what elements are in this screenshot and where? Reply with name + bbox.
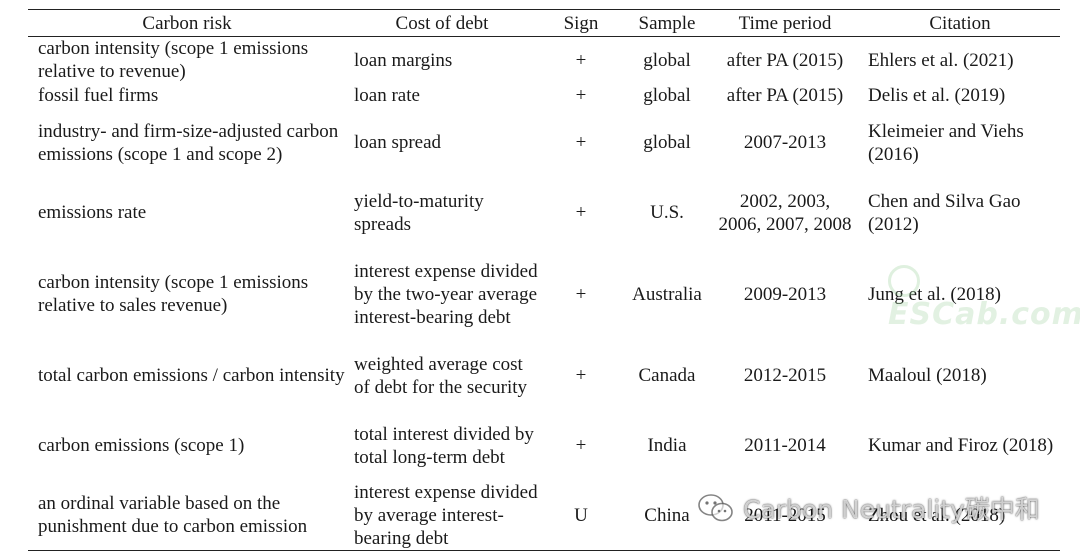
cell-sign: + <box>575 365 587 386</box>
cell-carbon-risk: industry- and firm-size-adjusted carbon … <box>38 120 339 165</box>
cell-time-period: 2011-2015 <box>744 504 826 526</box>
cell-citation: Kleimeier and Viehs (2016) <box>868 120 1024 165</box>
cell-sign: + <box>575 202 587 223</box>
cell-carbon-risk: carbon intensity (scope 1 emissions rela… <box>38 272 309 316</box>
cell-cost-of-debt: loan rate <box>354 85 420 106</box>
cell-sample: global <box>643 132 691 153</box>
literature-table: Carbon risk Cost of debt Sign Sample Tim… <box>28 9 1060 551</box>
cell-cost-of-debt: interest expense divided by the two-year… <box>354 260 538 328</box>
cell-time-period: 2012-2015 <box>743 365 827 386</box>
cell-carbon-risk: total carbon emissions / carbon intensit… <box>38 365 345 386</box>
cell-carbon-risk: carbon intensity (scope 1 emissions rela… <box>38 38 309 83</box>
cell-cost-of-debt: yield-to-maturity spreads <box>354 190 484 235</box>
cell-sample: China <box>644 504 690 526</box>
table-row: an ordinal variable based on the punishm… <box>28 481 1060 551</box>
header-cost-of-debt: Cost of debt <box>395 12 489 34</box>
cell-sign: + <box>575 49 587 71</box>
cell-sign: U <box>574 504 588 526</box>
cell-cost-of-debt: weighted average cost of debt for the se… <box>354 353 528 398</box>
header-carbon-risk: Carbon risk <box>142 12 232 34</box>
header-time-period: Time period <box>738 12 832 34</box>
cell-carbon-risk: emissions rate <box>38 202 147 223</box>
cell-citation: Delis et al. (2019) <box>868 85 1006 106</box>
table-row: fossil fuel firms loan rate + global aft… <box>28 84 1060 108</box>
cell-sample: global <box>643 49 691 71</box>
header-citation: Citation <box>929 12 991 34</box>
cell-cost-of-debt: loan margins <box>354 49 453 71</box>
cell-sample: Canada <box>638 365 696 386</box>
cell-sample: India <box>647 435 687 456</box>
cell-time-period: 2002, 2003, 2006, 2007, 2008 <box>718 190 852 235</box>
cell-time-period: 2009-2013 <box>743 283 827 305</box>
table-body: carbon intensity (scope 1 emissions rela… <box>28 37 1060 551</box>
cell-sample: U.S. <box>650 202 684 223</box>
cell-carbon-risk: carbon emissions (scope 1) <box>38 435 245 456</box>
cell-sign: + <box>575 132 587 153</box>
cell-citation: Kumar and Firoz (2018) <box>868 435 1054 456</box>
cell-carbon-risk: an ordinal variable based on the punishm… <box>38 493 308 538</box>
cell-time-period: 2007-2013 <box>743 132 827 153</box>
table-row: carbon intensity (scope 1 emissions rela… <box>28 37 1060 84</box>
cell-time-period: 2011-2014 <box>744 435 826 456</box>
cell-time-period: after PA (2015) <box>726 49 844 71</box>
cell-citation: Maaloul (2018) <box>868 365 987 386</box>
table-row: emissions rate yield-to-maturity spreads… <box>28 178 1060 248</box>
cell-citation: Zhou et al. (2018) <box>868 504 1006 526</box>
cell-cost-of-debt: loan spread <box>354 132 442 153</box>
header-row: Carbon risk Cost of debt Sign Sample Tim… <box>28 9 1060 37</box>
table-row: carbon intensity (scope 1 emissions rela… <box>28 248 1060 341</box>
table-row: carbon emissions (scope 1) total interes… <box>28 411 1060 481</box>
cell-sign: + <box>575 283 587 305</box>
cell-sign: + <box>575 435 587 456</box>
cell-sample: global <box>643 85 691 106</box>
cell-citation: Jung et al. (2018) <box>868 283 1001 305</box>
cell-carbon-risk: fossil fuel firms <box>38 85 159 106</box>
table-row: total carbon emissions / carbon intensit… <box>28 341 1060 411</box>
cell-sign: + <box>575 85 587 106</box>
cell-citation: Chen and Silva Gao (2012) <box>868 190 1021 235</box>
cell-sample: Australia <box>632 283 702 305</box>
cell-cost-of-debt: interest expense divided by average inte… <box>354 481 538 549</box>
cell-time-period: after PA (2015) <box>726 85 844 106</box>
cell-citation: Ehlers et al. (2021) <box>868 49 1014 71</box>
cell-cost-of-debt: total interest divided by total long-ter… <box>354 423 534 468</box>
table-row: industry- and firm-size-adjusted carbon … <box>28 108 1060 178</box>
header-sign: Sign <box>563 12 599 34</box>
table-header: Carbon risk Cost of debt Sign Sample Tim… <box>28 9 1060 37</box>
header-sample: Sample <box>638 12 696 34</box>
